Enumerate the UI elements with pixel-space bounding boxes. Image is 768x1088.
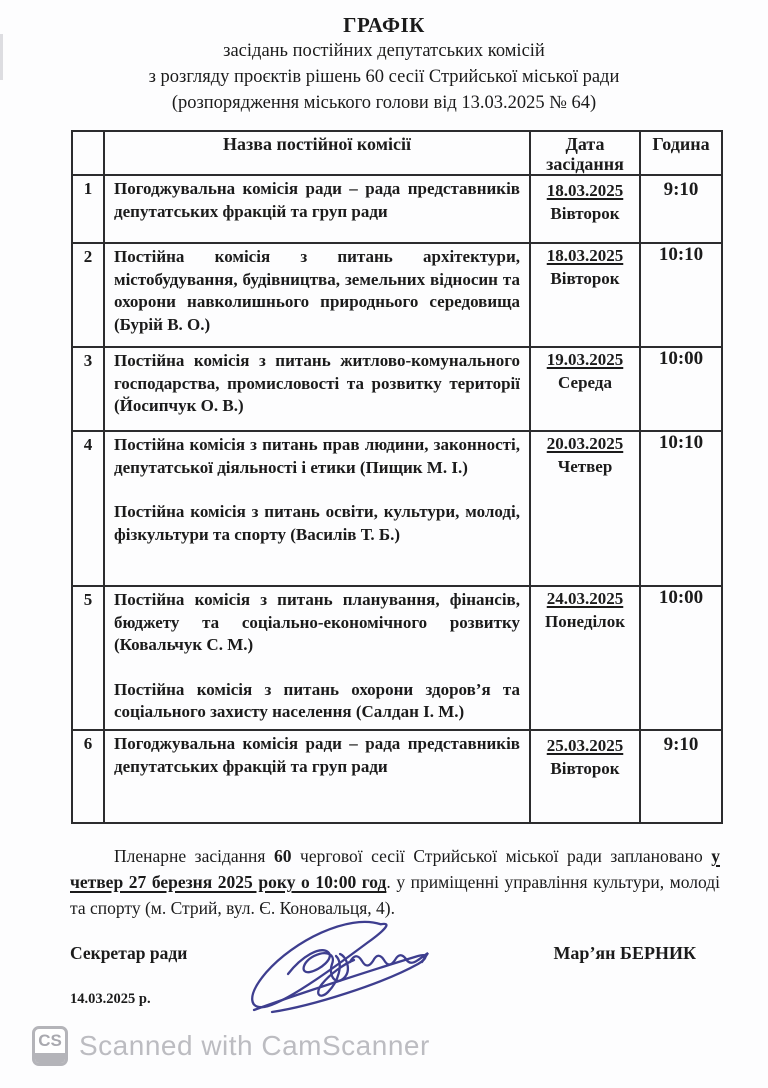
row-number: 6 xyxy=(71,729,105,824)
table-row: 6 Погоджувальна комісія ради – рада пред… xyxy=(71,729,723,824)
page-title: ГРАФІК xyxy=(343,13,425,37)
meeting-date-cell: 24.03.2025 Понеділок xyxy=(529,585,641,731)
document-heading: ГРАФІК засідань постійних депутатських к… xyxy=(0,0,768,116)
table-header-row: Назва постійної комісії Дата засідання Г… xyxy=(71,130,723,176)
scan-edge-artifact xyxy=(0,34,3,80)
session-number: 60 xyxy=(273,846,292,866)
meeting-date-cell: 18.03.2025 Вівторок xyxy=(529,242,641,348)
meeting-time-cell: 10:10 xyxy=(639,242,723,348)
signer-name: Мар’ян БЕРНИК xyxy=(553,943,696,963)
meeting-date-cell: 20.03.2025 Четвер xyxy=(529,430,641,587)
table-row: 2 Постійна комісія з питань архітектури,… xyxy=(71,242,723,348)
meeting-date-cell: 18.03.2025 Вівторок xyxy=(529,174,641,244)
commission-name-cell: Постійна комісія з питань архітектури, м… xyxy=(103,242,531,348)
plenary-text-part3: . у приміщенні управління культури, моло… xyxy=(70,872,720,918)
row-number: 1 xyxy=(71,174,105,244)
commission-name-cell: Постійна комісія з питань прав людини, з… xyxy=(103,430,531,587)
commission-name-cell: Постійна комісія з питань планування, фі… xyxy=(103,585,531,731)
meeting-time-cell: 10:10 xyxy=(639,430,723,587)
commission-paragraph: Постійна комісія з питань житлово-комуна… xyxy=(114,351,520,415)
meeting-time-cell: 9:10 xyxy=(639,729,723,824)
handwritten-signature xyxy=(251,920,429,1014)
row-number: 2 xyxy=(71,242,105,348)
commission-paragraph: Постійна комісія з питань освіти, культу… xyxy=(114,502,520,544)
meeting-day: Четвер xyxy=(557,457,613,476)
commission-paragraph: Постійна комісія з питань прав людини, з… xyxy=(114,435,520,477)
plenary-session-note: Пленарне засідання 60 чергової сесії Стр… xyxy=(70,843,720,921)
camscanner-watermark-text: Scanned with CamScanner xyxy=(79,1030,430,1061)
commission-name-cell: Погоджувальна комісія ради – рада предст… xyxy=(103,729,531,824)
row-number: 4 xyxy=(71,430,105,587)
camscanner-icon-letters: CS xyxy=(38,1031,62,1050)
table-row: 4 Постійна комісія з питань прав людини,… xyxy=(71,430,723,587)
plenary-text-part2: чергової сесії Стрийської міської ради з… xyxy=(291,846,712,866)
meeting-day: Вівторок xyxy=(550,759,620,778)
meeting-date: 20.03.2025 xyxy=(546,434,624,453)
plenary-datetime-highlight: у четвер 27 березня 2025 року о 10:00 го… xyxy=(70,846,720,892)
header-commission-name: Назва постійної комісії xyxy=(103,130,531,176)
commission-name-cell: Погоджувальна комісія ради – рада предст… xyxy=(103,174,531,244)
meeting-date: 18.03.2025 xyxy=(546,246,624,265)
commission-paragraph: Погоджувальна комісія ради – рада предст… xyxy=(114,734,520,776)
subtitle-line-1: засідань постійних депутатських комісій xyxy=(223,41,545,61)
commission-paragraph: Постійна комісія з питань планування, фі… xyxy=(114,590,520,654)
meeting-time-cell: 10:00 xyxy=(639,346,723,432)
table-row: 5 Постійна комісія з питань планування, … xyxy=(71,585,723,731)
meeting-day: Вівторок xyxy=(550,269,620,288)
subtitle-line-2: з розгляду проєктів рішень 60 сесії Стри… xyxy=(148,67,620,87)
meeting-date: 19.03.2025 xyxy=(546,350,624,369)
signature-date: 14.03.2025 р. xyxy=(70,991,151,1007)
camscanner-icon-base xyxy=(35,1053,65,1063)
header-number xyxy=(71,130,105,176)
camscanner-icon: CS xyxy=(32,1026,68,1066)
table-row: 3 Постійна комісія з питань житлово-кому… xyxy=(71,346,723,432)
camscanner-watermark: CS Scanned with CamScanner xyxy=(32,1026,430,1066)
table-row: 1 Погоджувальна комісія ради – рада пред… xyxy=(71,174,723,244)
commission-name-cell: Постійна комісія з питань житлово-комуна… xyxy=(103,346,531,432)
row-number: 3 xyxy=(71,346,105,432)
meeting-day: Понеділок xyxy=(545,612,625,631)
commission-schedule-table: Назва постійної комісії Дата засідання Г… xyxy=(71,130,723,824)
meeting-day: Середа xyxy=(558,373,612,392)
meeting-time-cell: 10:00 xyxy=(639,585,723,731)
commission-paragraph: Постійна комісія з питань охорони здоров… xyxy=(114,679,520,722)
header-meeting-date: Дата засідання xyxy=(529,130,641,176)
meeting-date: 18.03.2025 xyxy=(546,181,624,200)
commission-paragraph: Постійна комісія з питань архітектури, м… xyxy=(114,247,520,334)
meeting-date-cell: 19.03.2025 Середа xyxy=(529,346,641,432)
row-number: 5 xyxy=(71,585,105,731)
meeting-date: 25.03.2025 xyxy=(546,736,624,755)
meeting-time-cell: 9:10 xyxy=(639,174,723,244)
signer-role: Секретар ради xyxy=(70,943,188,963)
subtitle-line-3: (розпорядження міського голови від 13.03… xyxy=(171,93,597,113)
meeting-date: 24.03.2025 xyxy=(546,589,624,608)
header-hour: Година xyxy=(639,130,723,176)
meeting-day: Вівторок xyxy=(550,204,620,223)
commission-paragraph: Погоджувальна комісія ради – рада предст… xyxy=(114,179,520,221)
plenary-text-part1: Пленарне засідання xyxy=(114,846,274,866)
meeting-date-cell: 25.03.2025 Вівторок xyxy=(529,729,641,824)
